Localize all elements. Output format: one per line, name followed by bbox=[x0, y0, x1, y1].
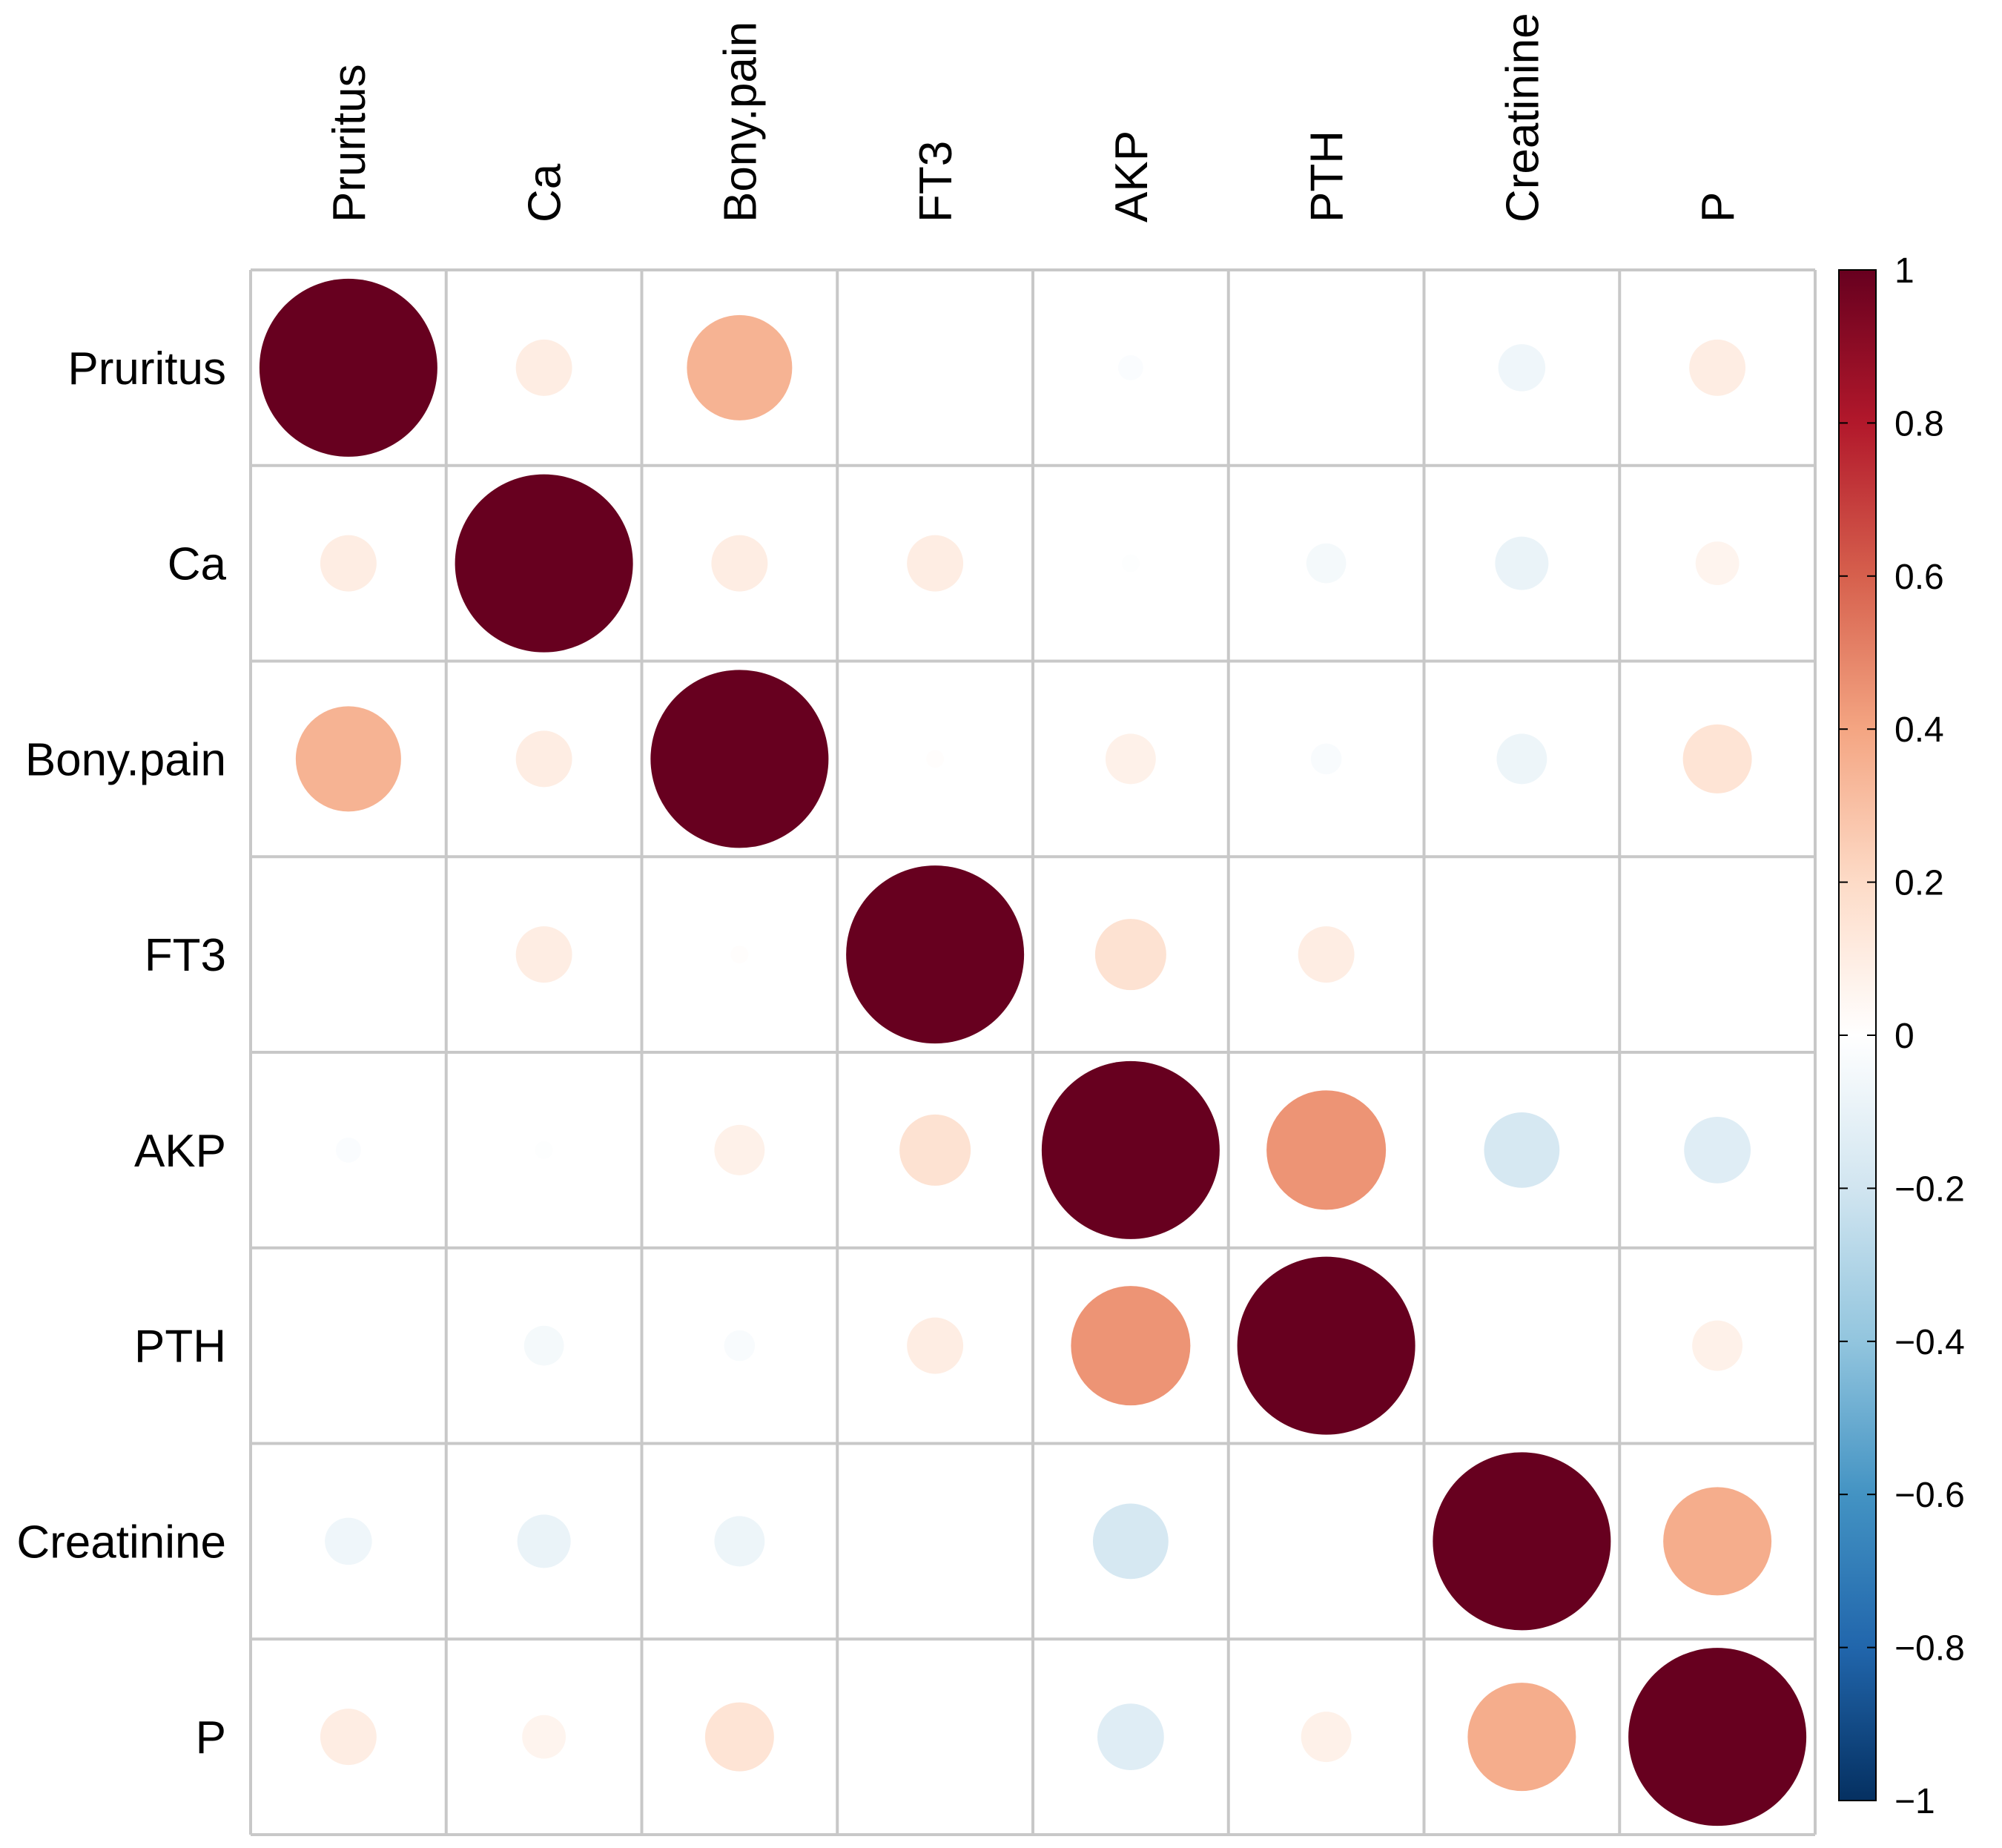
correlation-circles bbox=[259, 278, 1807, 1826]
col-label-ca: Ca bbox=[520, 163, 571, 222]
corr-circle-bony-pain-pruritus bbox=[295, 706, 401, 812]
corr-circle-pth-pth bbox=[1237, 1256, 1415, 1435]
corr-circle-bony-pain-p bbox=[1682, 724, 1752, 793]
corr-circle-ft3-ft3 bbox=[846, 865, 1025, 1044]
corr-circle-pruritus-pruritus bbox=[259, 278, 437, 457]
colorbar-tick-label: −0.8 bbox=[1894, 1629, 1965, 1669]
col-label-ft3: FT3 bbox=[911, 141, 962, 222]
corr-circle-bony-pain-creatinine bbox=[1496, 733, 1547, 785]
corr-circle-akp-p bbox=[1684, 1116, 1751, 1184]
corr-circle-creatinine-p bbox=[1663, 1487, 1772, 1596]
corr-circle-bony-pain-ca bbox=[515, 730, 572, 788]
corr-circle-p-pth bbox=[1301, 1712, 1352, 1763]
corr-circle-ca-p bbox=[1695, 541, 1740, 586]
corr-circle-creatinine-pruritus bbox=[325, 1517, 372, 1565]
corr-circle-ca-ca bbox=[455, 474, 633, 653]
corr-circle-bony-pain-bony-pain bbox=[650, 670, 829, 848]
colorbar-tick-label: −1 bbox=[1894, 1782, 1935, 1821]
corr-circle-pruritus-bony-pain bbox=[687, 314, 793, 420]
corr-circle-akp-pth bbox=[1266, 1090, 1387, 1210]
corr-circle-p-p bbox=[1628, 1648, 1807, 1826]
corr-circle-pth-ft3 bbox=[907, 1317, 964, 1374]
colorbar-tick-label: 1 bbox=[1894, 251, 1915, 291]
colorbar-tick-label: −0.2 bbox=[1894, 1169, 1965, 1209]
corr-circle-bony-pain-pth bbox=[1310, 743, 1342, 775]
corr-circle-ft3-ca bbox=[515, 926, 572, 983]
colorbar-tick-label: −0.4 bbox=[1894, 1323, 1965, 1362]
corr-circle-creatinine-bony-pain bbox=[714, 1516, 765, 1567]
corr-circle-ca-creatinine bbox=[1495, 536, 1549, 590]
row-label-creatinine: Creatinine bbox=[16, 1517, 226, 1568]
corr-circle-ca-bony-pain bbox=[711, 535, 768, 592]
corr-circle-p-ca bbox=[522, 1715, 566, 1759]
row-label-pth: PTH bbox=[134, 1321, 226, 1373]
corr-circle-creatinine-creatinine bbox=[1433, 1452, 1611, 1631]
corr-circle-p-akp bbox=[1097, 1703, 1164, 1771]
corr-circle-creatinine-ca bbox=[517, 1514, 571, 1568]
colorbar-tick-label: −0.6 bbox=[1894, 1476, 1965, 1515]
corr-circle-akp-akp bbox=[1041, 1060, 1220, 1239]
corr-circle-akp-creatinine bbox=[1484, 1112, 1560, 1188]
corr-circle-pth-ca bbox=[523, 1325, 564, 1366]
col-label-pruritus: Pruritus bbox=[324, 64, 375, 222]
corr-circle-creatinine-akp bbox=[1092, 1503, 1169, 1580]
corr-circle-ft3-akp bbox=[1094, 919, 1166, 991]
corr-circle-ca-akp bbox=[1121, 554, 1140, 572]
col-label-akp: AKP bbox=[1106, 131, 1157, 222]
corr-circle-ft3-pth bbox=[1298, 926, 1355, 983]
corr-circle-pth-akp bbox=[1071, 1286, 1191, 1406]
col-label-creatinine: Creatinine bbox=[1497, 13, 1548, 222]
column-labels: Pruritus Ca Bony.pain FT3 AKP PTH Creatinine P bbox=[324, 13, 1744, 222]
corr-circle-pth-p bbox=[1692, 1320, 1743, 1371]
corr-circle-p-bony-pain bbox=[704, 1702, 774, 1772]
colorbar-tick-label: 0.4 bbox=[1894, 710, 1944, 750]
row-label-ft3: FT3 bbox=[145, 930, 226, 981]
corr-circle-pruritus-ca bbox=[515, 339, 572, 396]
colorbar-tick-label: 0.6 bbox=[1894, 558, 1944, 597]
corr-circle-pruritus-creatinine bbox=[1498, 344, 1546, 392]
colorbar-tick-label: 0.2 bbox=[1894, 864, 1944, 903]
corr-circle-akp-bony-pain bbox=[714, 1124, 765, 1175]
corr-circle-pth-bony-pain bbox=[724, 1330, 756, 1362]
corr-circle-bony-pain-akp bbox=[1105, 733, 1156, 785]
row-label-akp: AKP bbox=[134, 1126, 226, 1177]
corr-circle-ca-pth bbox=[1306, 543, 1347, 584]
corr-circle-akp-pruritus bbox=[335, 1137, 361, 1163]
row-label-p: P bbox=[196, 1712, 226, 1763]
colorbar-tick-label: 0.8 bbox=[1894, 404, 1944, 443]
col-label-p: P bbox=[1693, 192, 1744, 222]
corr-circle-p-pruritus bbox=[320, 1709, 377, 1766]
row-label-ca: Ca bbox=[168, 539, 227, 590]
row-labels: Pruritus Ca Bony.pain FT3 AKP PTH Creatinine P bbox=[16, 343, 226, 1763]
corr-circle-bony-pain-ft3 bbox=[926, 750, 945, 768]
colorbar-tick-label: 0 bbox=[1894, 1017, 1915, 1056]
corr-circle-ft3-bony-pain bbox=[730, 946, 749, 964]
corr-circle-ca-pruritus bbox=[320, 535, 377, 592]
col-label-bony-pain: Bony.pain bbox=[715, 22, 766, 222]
corr-circle-akp-ca bbox=[535, 1141, 553, 1159]
corr-circle-akp-ft3 bbox=[899, 1114, 971, 1186]
row-label-pruritus: Pruritus bbox=[67, 343, 226, 395]
colorbar-legend: 1 0.8 0.6 0.4 0.2 0 −0.2 −0.4 −0.6 −0.8 −1 bbox=[1838, 251, 1965, 1821]
corr-circle-ca-ft3 bbox=[907, 535, 964, 592]
corr-circle-pruritus-p bbox=[1689, 339, 1746, 396]
corr-circle-pruritus-akp bbox=[1117, 354, 1143, 380]
matrix-grid bbox=[249, 268, 1817, 1836]
row-label-bony-pain: Bony.pain bbox=[25, 734, 226, 785]
col-label-pth: PTH bbox=[1302, 131, 1353, 222]
corr-circle-p-creatinine bbox=[1467, 1683, 1576, 1792]
